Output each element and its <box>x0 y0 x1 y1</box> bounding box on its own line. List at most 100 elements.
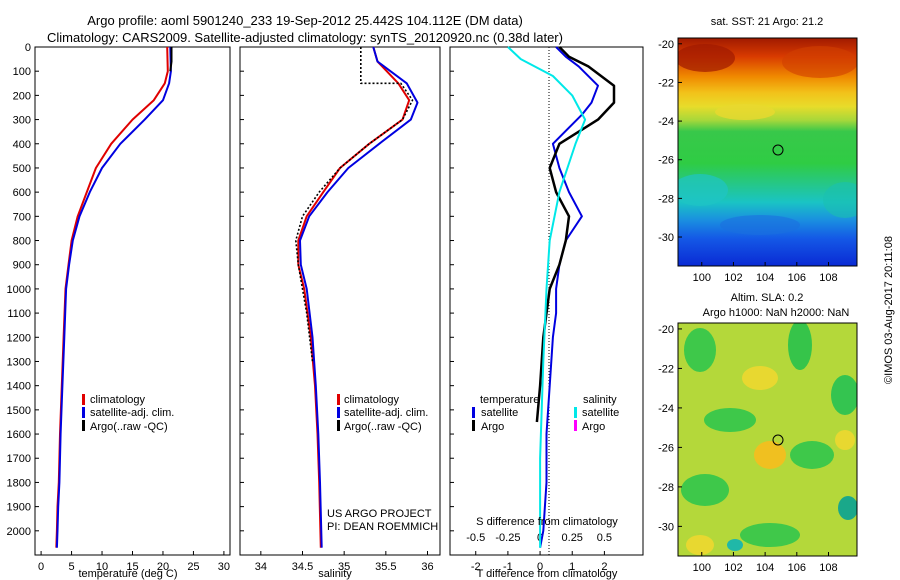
depth-tick-label: 0 <box>25 42 31 54</box>
difference-xtick-label: 1 <box>569 561 575 573</box>
depth-tick-label: 1500 <box>7 405 31 417</box>
sla-ytick-label: -20 <box>658 324 674 336</box>
sla-ytick-label: -22 <box>658 363 674 375</box>
sst-ytick-label: -30 <box>658 232 674 244</box>
difference-xtick-label: -2 <box>471 561 481 573</box>
legend-label-argo: Argo(..raw -QC) <box>344 421 422 433</box>
legend-label-climatology: climatology <box>344 394 400 406</box>
sst-map-title: sat. SST: 21 Argo: 21.2 <box>711 16 824 28</box>
sla-green-patch <box>790 441 834 469</box>
sst-ytick-label: -20 <box>658 39 674 51</box>
sst-map-frame <box>677 37 858 267</box>
depth-tick-label: 1100 <box>7 308 31 320</box>
depth-tick-label: 1600 <box>7 429 31 441</box>
legend-label-satellite: satellite-adj. clim. <box>90 407 174 419</box>
sst-blue-patch <box>720 215 800 235</box>
pi-label: PI: DEAN ROEMMICH <box>327 521 438 533</box>
depth-tick-label: 100 <box>13 66 31 78</box>
legend-swatch-climatology <box>337 394 340 405</box>
temperature-xtick-label: 0 <box>38 561 44 573</box>
legend-swatch-temp-satellite <box>472 407 475 418</box>
legend-swatch-argo <box>337 420 340 431</box>
difference-xtick-label: -1 <box>503 561 513 573</box>
sla-map-subtitle: Argo h1000: NaN h2000: NaN <box>703 307 850 319</box>
salinity-xtick-label: 35.5 <box>375 561 396 573</box>
sla-xtick-label: 102 <box>724 562 742 574</box>
sla-green-patch <box>831 375 857 415</box>
salinity-xlabel: salinity <box>318 568 352 580</box>
temperature-xtick-label: 5 <box>69 561 75 573</box>
depth-tick-label: 600 <box>13 187 31 199</box>
salinity-series-satellite <box>299 46 419 548</box>
sla-map-title: Altim. SLA: 0.2 <box>731 292 804 304</box>
depth-tick-label: 1200 <box>7 332 31 344</box>
depth-tick-label: 1900 <box>7 502 31 514</box>
legend-label-climatology: climatology <box>90 394 146 406</box>
difference-xtick-top-label: 0.5 <box>597 532 612 544</box>
depth-tick-label: 1400 <box>7 381 31 393</box>
difference-series-satellite <box>539 46 599 548</box>
sla-ytick-label: -24 <box>658 403 674 415</box>
sla-argo-marker <box>772 434 784 446</box>
temperature-xlabel: temperature (deg C) <box>78 568 177 580</box>
sla-ytick-label: -26 <box>658 442 674 454</box>
sst-warm-patch <box>678 44 735 72</box>
sst-xtick-label: 102 <box>724 272 742 284</box>
legend-swatch-sal-satellite <box>574 407 577 418</box>
legend-label-temp-argo: Argo <box>481 421 504 433</box>
sla-yellow-patch <box>686 535 714 555</box>
sla-green-patch <box>681 474 729 506</box>
sla-green-patch <box>788 323 812 370</box>
difference-plot-frame <box>449 46 644 556</box>
difference-xlabel-top: S difference from climatology <box>476 516 618 528</box>
sst-map <box>678 38 857 266</box>
sst-argo-marker <box>772 144 784 156</box>
depth-tick-label: 400 <box>13 139 31 151</box>
salinity-xtick-label: 34 <box>255 561 267 573</box>
depth-tick-label: 800 <box>13 236 31 248</box>
difference-xtick-label: 0 <box>537 561 543 573</box>
salinity-plot-frame <box>239 46 441 556</box>
legend-swatch-temp-argo <box>472 420 475 431</box>
sla-ytick-label: -30 <box>658 521 674 533</box>
depth-tick-label: 2000 <box>7 526 31 538</box>
legend-swatch-sal-argo <box>574 420 577 431</box>
temperature-xtick-label: 20 <box>157 561 169 573</box>
sla-green-patch <box>740 523 800 547</box>
sla-green-patch <box>684 328 716 372</box>
sla-yellow-patch <box>835 430 855 450</box>
sla-ytick-label: -28 <box>658 482 674 494</box>
temperature-series-argo <box>169 47 173 72</box>
legend-label-satellite: satellite-adj. clim. <box>344 407 428 419</box>
sla-yellow-patch <box>742 366 778 390</box>
sla-xtick-label: 106 <box>788 562 806 574</box>
project-label: US ARGO PROJECT <box>327 508 432 520</box>
legend-swatch-climatology <box>82 394 85 405</box>
depth-tick-label: 700 <box>13 211 31 223</box>
sst-xtick-label: 108 <box>819 272 837 284</box>
copyright-label: ©IMOS 03-Aug-2017 20:11:08 <box>883 236 895 384</box>
legend-label-temp-satellite: satellite <box>481 407 518 419</box>
salinity-xtick-label: 34.5 <box>292 561 313 573</box>
figure-title-line2: Climatology: CARS2009. Satellite-adjuste… <box>47 30 563 45</box>
temperature-legend: climatology satellite-adj. clim. Argo(..… <box>82 394 174 433</box>
temperature-series-satellite <box>55 46 172 548</box>
axis-ticks: 0 5 10 15 20 25 300100200300400500600700800900… <box>7 42 613 573</box>
depth-tick-label: 300 <box>13 115 31 127</box>
legend-swatch-argo <box>82 420 85 431</box>
salinity-series-climatology <box>297 46 411 548</box>
sla-map-frame <box>677 322 858 557</box>
sla-teal-patch <box>838 496 857 520</box>
sst-xtick-label: 100 <box>693 272 711 284</box>
legend-title-salinity: salinity <box>583 394 617 406</box>
difference-xtick-top-label: -0.25 <box>495 532 520 544</box>
temperature-xtick-label: 15 <box>126 561 138 573</box>
legend-label-argo: Argo(..raw -QC) <box>90 421 168 433</box>
sla-xtick-label: 108 <box>819 562 837 574</box>
sst-ytick-label: -24 <box>658 116 674 128</box>
legend-label-sal-satellite: satellite <box>582 407 619 419</box>
difference-series-sal_satellite <box>507 46 587 548</box>
sst-ytick-label: -28 <box>658 193 674 205</box>
difference-xlabel: T difference from climatology <box>477 568 618 580</box>
